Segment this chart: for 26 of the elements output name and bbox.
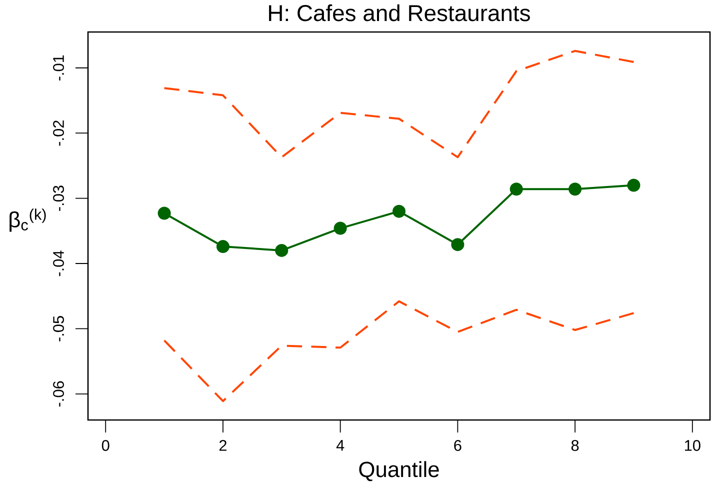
point: [275, 244, 288, 257]
point: [627, 178, 640, 192]
y-tick-label: -.04: [53, 250, 64, 276]
point: [392, 204, 406, 218]
x-tick-label: 4: [336, 440, 344, 451]
x-tick-label: 0: [102, 440, 110, 451]
point: [451, 238, 464, 252]
y-tick-label: -.06: [53, 381, 64, 407]
line-series: [163, 50, 635, 158]
y-tick-label: -.05: [53, 316, 64, 342]
y-tick-label: -.03: [53, 186, 64, 211]
x-tick-label: 8: [571, 440, 579, 451]
point: [158, 206, 171, 220]
x-axis-title: Quantile: [359, 461, 439, 482]
x-tick-label: 10: [684, 440, 700, 451]
x-tick-label: 6: [454, 440, 462, 451]
y-tick-label: -.02: [53, 120, 64, 146]
y-tick-label: -.01: [53, 55, 64, 80]
point: [568, 182, 582, 196]
line-series: [163, 300, 635, 402]
point: [334, 222, 347, 235]
x-tick-label: 2: [219, 440, 226, 451]
chart-title: H: Cafes and Restaurants: [269, 4, 530, 22]
point: [216, 240, 230, 254]
y-axis-title: β$_{c}$(k): [10, 208, 46, 232]
point: [510, 182, 523, 196]
